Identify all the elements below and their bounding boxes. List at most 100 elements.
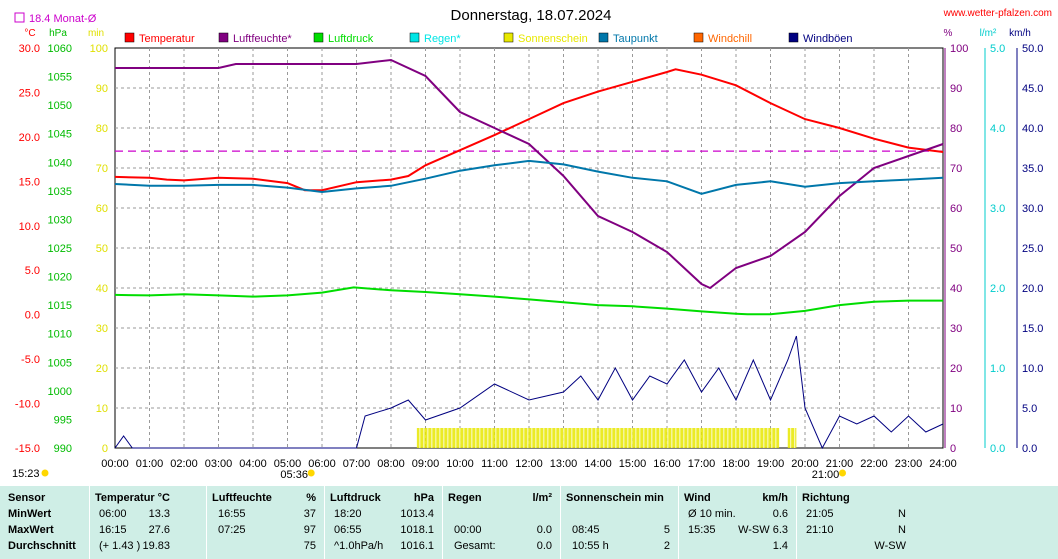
table-cell-value: 97: [303, 524, 316, 536]
axis-tick-label-pressure: 995: [54, 414, 72, 426]
axis-tick-label-humidity: 60: [950, 203, 962, 215]
legend-swatch: [124, 32, 135, 43]
table-cell-time: 07:25: [218, 524, 246, 536]
legend-label: Luftdruck: [328, 33, 374, 45]
table-header: Sonnenschein min: [566, 492, 664, 504]
legend: Temperatur Luftfeuchte* Luftdruck Regen* Son…: [124, 32, 853, 45]
x-tick-label: 06:00: [308, 458, 336, 470]
axis-tick-label-humidity: 50: [950, 243, 962, 255]
axis-tick-label-pressure: 1030: [48, 214, 72, 226]
table-header-unit: %: [306, 492, 316, 504]
table-header-unit: km/h: [762, 492, 788, 504]
axis-tick-label-temp: 30.0: [19, 43, 40, 55]
axis-tick-label-pressure: 1055: [48, 72, 72, 84]
x-tick-label: 22:00: [860, 458, 888, 470]
site-link[interactable]: www.wetter-pfalzen.com: [943, 8, 1052, 19]
table-header: Luftdruck: [330, 492, 381, 504]
chart-title: Donnerstag, 18.07.2024: [451, 7, 612, 24]
axis-tick-label-sun: 20: [96, 363, 108, 375]
table-cell-time: 15:35: [688, 524, 716, 536]
table-divider: [89, 486, 90, 559]
table-header: Temperatur: [95, 492, 155, 504]
axis-tick-label-rain: 4.0: [990, 123, 1005, 135]
axis-tick-label-pressure: 990: [54, 443, 72, 455]
axis-tick-label-rain: 2.0: [990, 283, 1005, 295]
axis-tick-label-wind: 35.0: [1022, 163, 1043, 175]
table-cell-time: 06:00: [99, 508, 127, 520]
axis-tick-label-sun: 100: [90, 43, 108, 55]
x-tick-label: 15:00: [619, 458, 647, 470]
x-tick-label: 08:00: [377, 458, 405, 470]
axis-tick-label-sun: 60: [96, 203, 108, 215]
axis-tick-label-temp: -10.0: [15, 399, 40, 411]
table-cell-time: 00:00: [454, 524, 482, 536]
sunset-icon: [839, 469, 846, 477]
series-line-luftdruck: [114, 286, 943, 316]
legend-swatch: [218, 32, 229, 43]
legend-label: Windchill: [708, 33, 752, 45]
table-cell-time: ^1.0hPa/h: [334, 540, 384, 552]
legend-label: Taupunkt: [613, 33, 658, 45]
table-cell-time: Ø 10 min.: [688, 508, 736, 520]
axis-tick-label-wind: 10.0: [1022, 363, 1043, 375]
table-cell-time: Gesamt:: [454, 540, 496, 552]
sunset-time: 21:00: [812, 469, 840, 481]
grid: [114, 47, 944, 449]
legend-swatch: [788, 32, 799, 43]
axis-tick-label-sun: 80: [96, 123, 108, 135]
sunshine-bars: [416, 428, 780, 448]
table-cell-value: 27.6: [148, 524, 170, 536]
monthly-avg-label: 18.4 Monat-Ø: [29, 13, 97, 25]
axis-tick-label-humidity: 100: [950, 43, 968, 55]
axis-tick-label-wind: 5.0: [1022, 403, 1037, 415]
x-tick-label: 05:00: [274, 458, 302, 470]
table-cell-time: 21:05: [806, 508, 834, 520]
axis-tick-label-temp: 15.0: [19, 176, 40, 188]
axis-tick-label-pressure: 1050: [48, 100, 72, 112]
axis-tick-label-sun: 0: [102, 443, 108, 455]
table-cell-value: N: [898, 508, 906, 520]
x-tick-label: 21:00: [826, 458, 854, 470]
axis-tick-label-pressure: 1015: [48, 300, 72, 312]
stats-table: Sensor Temperatur °C Luftfeuchte% Luftdruck h…: [0, 486, 1058, 559]
chart-canvas: 30.0 25.0 20.0 15.0 10.0 5.0 0.0 -5.0 -10.0 -15.0…: [12, 7, 1052, 481]
axis-tick-label-pressure: 1020: [48, 272, 72, 284]
x-tick-label: 07:00: [343, 458, 371, 470]
axis-tick-label-rain: 5.0: [990, 43, 1005, 55]
axis-tick-label-rain: 3.0: [990, 203, 1005, 215]
axis-tick-label-pressure: 1060: [48, 43, 72, 55]
legend-label: Temperatur: [139, 33, 195, 45]
axis-tick-label-wind: 30.0: [1022, 203, 1043, 215]
table-divider: [678, 486, 679, 559]
legend-label: Luftfeuchte*: [233, 33, 292, 45]
table-cell-time: 06:55: [334, 524, 362, 536]
table-cell-value: W-SW 6.3: [738, 524, 788, 536]
axis-tick-label-temp: 10.0: [19, 221, 40, 233]
x-tick-label: 13:00: [550, 458, 578, 470]
table-header-unit: °C: [157, 492, 170, 504]
sunrise-icon: [307, 469, 315, 477]
table-divider: [796, 486, 797, 559]
table-cell-time: (+ 1.43 ): [99, 540, 141, 552]
table-cell-time: 16:55: [218, 508, 246, 520]
axis-tick-label-pressure: 1005: [48, 357, 72, 369]
axis-unit-label-sun: min: [88, 28, 104, 39]
table-divider: [442, 486, 443, 559]
axis-tick-label-humidity: 30: [950, 323, 962, 335]
axis-tick-label-pressure: 1035: [48, 186, 72, 198]
axis-tick-label-wind: 40.0: [1022, 123, 1043, 135]
axis-tick-label-humidity: 10: [950, 403, 962, 415]
table-cell-value: 1013.4: [400, 508, 434, 520]
axis-tick-label-temp: -5.0: [21, 354, 40, 366]
table-header: Richtung: [802, 492, 850, 504]
table-header: Regen: [448, 492, 482, 504]
x-tick-label: 19:00: [757, 458, 785, 470]
x-tick-label: 04:00: [239, 458, 267, 470]
table-cell-value: 2: [663, 540, 670, 552]
legend-label: Sonnenschein: [518, 33, 588, 45]
axis-unit-label-pressure: hPa: [49, 28, 67, 39]
table-cell-value: 0.6: [772, 508, 788, 520]
series-layer: [114, 58, 944, 450]
table-divider: [324, 486, 325, 559]
